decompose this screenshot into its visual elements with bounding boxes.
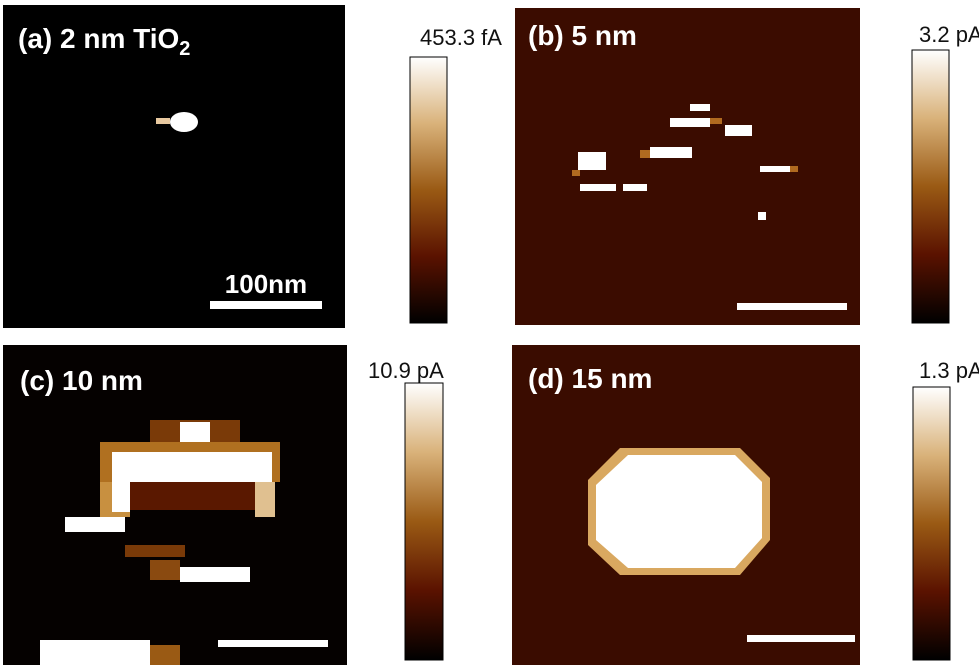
colorbar — [409, 56, 448, 324]
particle — [596, 455, 762, 568]
scale-bar — [210, 301, 322, 309]
scale-bar — [737, 303, 847, 310]
particle-edges — [572, 118, 798, 176]
scale-bar — [218, 640, 328, 647]
afm-image — [515, 8, 860, 325]
colorbar-max: 1.3 pA — [919, 358, 979, 383]
panel-c: (c) 10 nm 10.9 pA — [3, 345, 444, 665]
panel-label: (b) 5 nm — [528, 20, 637, 51]
particles — [578, 104, 790, 220]
panel-b: (b) 5 nm 3.2 pA — [515, 8, 979, 325]
scale-bar — [747, 635, 855, 642]
particle — [156, 118, 170, 124]
panel-a: (a) 2 nm TiO2 100nm 453.3 fA — [3, 5, 502, 328]
afm-image — [3, 5, 345, 328]
colorbar — [912, 386, 951, 661]
panel-label: (d) 15 nm — [528, 363, 652, 394]
colorbar-max: 453.3 fA — [420, 25, 502, 50]
panel-d: (d) 15 nm 1.3 pA — [512, 345, 979, 665]
particles — [40, 420, 280, 665]
colorbar — [911, 49, 950, 324]
particle — [170, 112, 198, 132]
colorbar — [404, 382, 444, 661]
panel-label: (a) 2 nm TiO2 — [18, 23, 190, 60]
colorbar-max: 3.2 pA — [919, 22, 979, 47]
colorbar-max: 10.9 pA — [368, 358, 444, 383]
panel-label: (c) 10 nm — [20, 365, 143, 396]
scale-bar-label: 100nm — [225, 269, 307, 299]
